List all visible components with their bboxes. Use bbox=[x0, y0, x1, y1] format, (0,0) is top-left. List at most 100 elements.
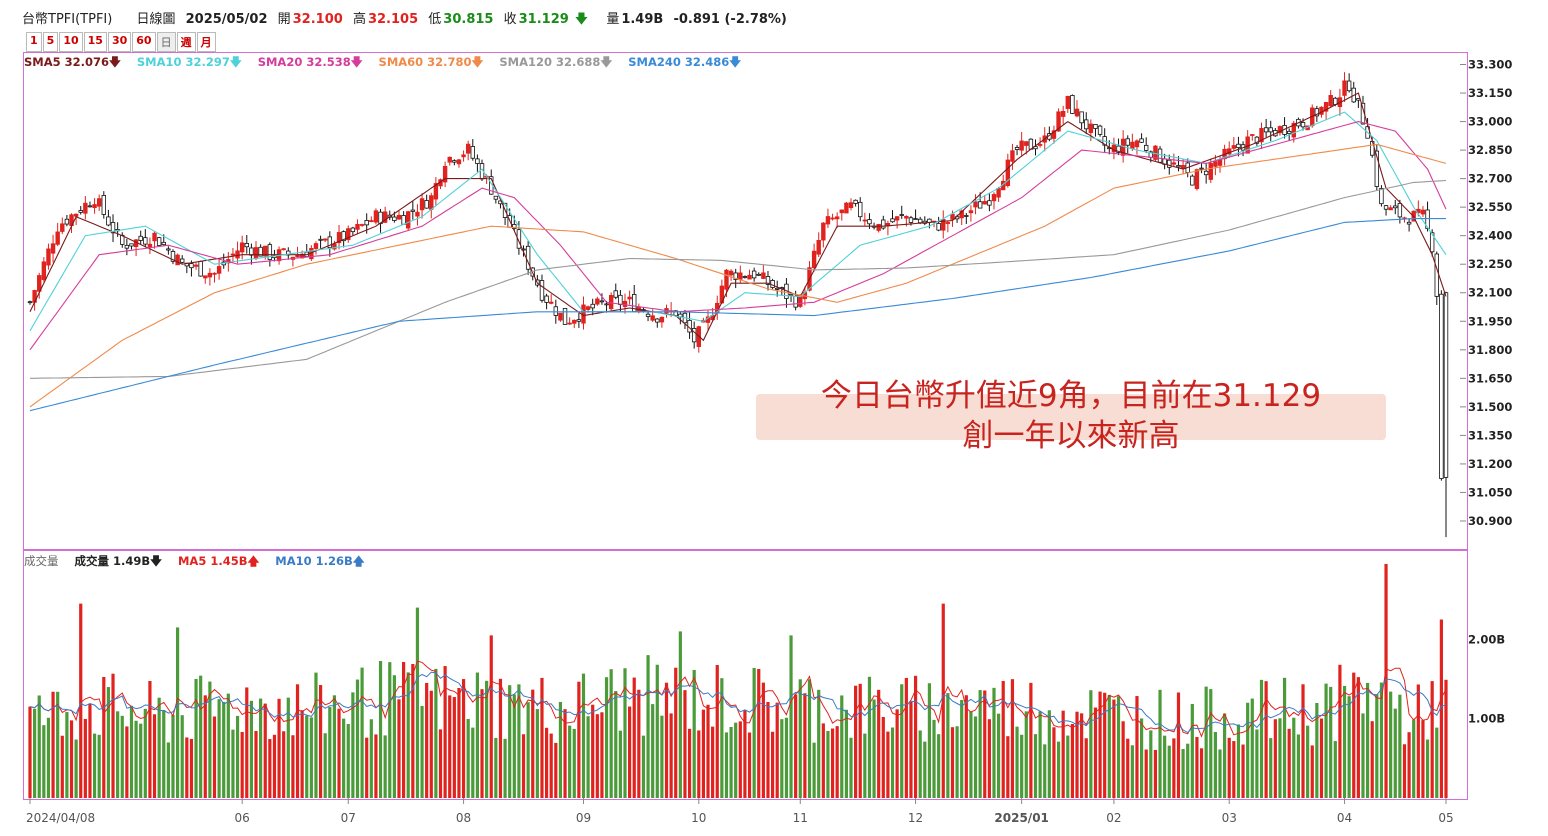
candle-body bbox=[1176, 165, 1181, 168]
volume-tick-label: 1.00B bbox=[1468, 712, 1505, 726]
volume-bar bbox=[577, 681, 581, 798]
volume-bar bbox=[747, 732, 752, 798]
open-label: 開 bbox=[277, 12, 291, 27]
volume-bar bbox=[166, 742, 170, 798]
annotation-text: 今日台幣升值近9角，目前在31.129 創一年以來新高 bbox=[756, 376, 1386, 456]
candle-body bbox=[170, 251, 176, 262]
candle-body bbox=[613, 290, 618, 298]
volume-bar bbox=[1098, 691, 1102, 798]
candle-body bbox=[941, 219, 946, 231]
volume-bar bbox=[770, 731, 775, 798]
volume-bar bbox=[282, 731, 286, 798]
candle-body bbox=[1277, 126, 1283, 134]
volume-bar bbox=[452, 697, 456, 798]
volume-bar bbox=[1338, 664, 1342, 798]
candle-body bbox=[322, 238, 328, 241]
volume-bar bbox=[272, 734, 277, 798]
candle-body bbox=[1259, 128, 1264, 143]
volume-bar bbox=[208, 681, 212, 798]
candle-body bbox=[761, 272, 766, 279]
candle-body bbox=[917, 218, 923, 224]
volume-bar bbox=[1107, 694, 1111, 798]
candle-body bbox=[87, 205, 93, 208]
volume-bar bbox=[881, 716, 885, 798]
volume-bar bbox=[1430, 681, 1434, 798]
candle-body bbox=[1097, 125, 1103, 135]
candle-body bbox=[1088, 123, 1094, 133]
volume-bar bbox=[1329, 686, 1333, 798]
volume-bar bbox=[697, 730, 701, 798]
period-5[interactable]: 5 bbox=[42, 32, 59, 52]
volume-bar bbox=[485, 680, 489, 798]
period-30[interactable]: 30 bbox=[107, 32, 132, 52]
annotation-line1: 今日台幣升值近9角，目前在31.129 bbox=[820, 378, 1322, 414]
volume-bar bbox=[1333, 741, 1337, 798]
volume-bar bbox=[854, 685, 858, 798]
volume-bar bbox=[581, 673, 586, 798]
period-1[interactable]: 1 bbox=[26, 32, 42, 52]
volume-bar bbox=[761, 682, 765, 798]
candle-body bbox=[1065, 95, 1070, 109]
volume-bar bbox=[600, 712, 604, 798]
period-15[interactable]: 15 bbox=[83, 32, 107, 52]
candle-body bbox=[585, 306, 591, 310]
volume-bar bbox=[508, 685, 512, 798]
volume-bar bbox=[807, 679, 812, 798]
price-tick-label: 32.250 bbox=[1468, 257, 1512, 271]
period-10[interactable]: 10 bbox=[59, 32, 83, 52]
period-月[interactable]: 月 bbox=[196, 32, 216, 52]
volume-bar bbox=[46, 717, 51, 798]
candle-body bbox=[742, 276, 748, 278]
volume-bar bbox=[1223, 713, 1227, 798]
price-tick-label: 33.000 bbox=[1468, 115, 1512, 129]
candle-body bbox=[382, 211, 388, 223]
volume-bar bbox=[351, 692, 355, 798]
candle-body bbox=[1134, 140, 1140, 148]
candle-body bbox=[950, 213, 955, 220]
candle-body bbox=[1263, 127, 1269, 133]
candle-body bbox=[1393, 205, 1398, 209]
candle-body bbox=[899, 214, 904, 216]
candle-body bbox=[1406, 221, 1412, 225]
volume-bar bbox=[909, 701, 913, 798]
volume-bar bbox=[1153, 749, 1158, 798]
price-tick-label: 31.800 bbox=[1468, 343, 1512, 357]
chart-kind: 日線圖 bbox=[136, 12, 176, 27]
volume-bar bbox=[1407, 732, 1411, 798]
volume-bar bbox=[595, 714, 599, 798]
volume-bar bbox=[872, 699, 876, 798]
candle-body bbox=[92, 204, 97, 208]
period-週[interactable]: 週 bbox=[176, 32, 196, 52]
candle-body bbox=[853, 199, 858, 204]
volume-bar bbox=[65, 712, 69, 798]
candle-body bbox=[991, 194, 997, 202]
candle-body bbox=[55, 231, 60, 245]
candle-body bbox=[83, 202, 88, 214]
volume-bar bbox=[591, 704, 595, 798]
x-tick-label: 10 bbox=[691, 811, 706, 825]
volume-bar bbox=[946, 693, 950, 798]
candle-body bbox=[627, 296, 632, 300]
volume-bar bbox=[540, 677, 544, 798]
candle-body bbox=[844, 202, 849, 214]
volume-bar bbox=[1084, 738, 1088, 798]
candle-body bbox=[876, 223, 881, 231]
volume-bar bbox=[1282, 677, 1287, 798]
candle-body bbox=[452, 160, 457, 163]
candle-body bbox=[37, 275, 42, 292]
volume-bar bbox=[420, 705, 424, 798]
candle-body bbox=[1434, 253, 1439, 297]
volume-bar bbox=[157, 697, 161, 798]
x-tick-label: 2025/01 bbox=[994, 811, 1048, 825]
candle-body bbox=[1208, 163, 1213, 180]
candle-body bbox=[595, 298, 600, 305]
candle-body bbox=[521, 248, 526, 251]
period-60[interactable]: 60 bbox=[132, 32, 156, 52]
candle-body bbox=[1051, 130, 1057, 139]
price-tick-label: 31.950 bbox=[1468, 314, 1512, 328]
price-tick-label: 31.650 bbox=[1468, 371, 1512, 385]
volume-bar bbox=[425, 682, 429, 798]
period-日[interactable]: 日 bbox=[156, 32, 176, 52]
volume-bar bbox=[429, 690, 433, 798]
candle-body bbox=[659, 316, 665, 323]
